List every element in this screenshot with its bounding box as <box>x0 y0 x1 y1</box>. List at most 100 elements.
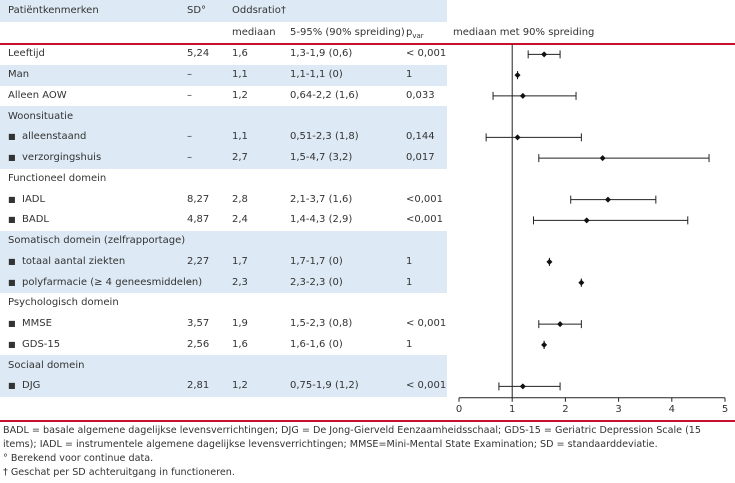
x-tick-label: 1 <box>509 404 515 415</box>
p-cell: 1 <box>406 69 413 81</box>
median-marker <box>546 258 553 265</box>
median-marker <box>514 134 521 141</box>
header-interval: 5-95% (90% spreiding) <box>290 27 405 38</box>
median-marker <box>578 279 585 286</box>
x-tick-label: 4 <box>669 404 675 415</box>
p-cell: 1 <box>406 276 413 288</box>
header-rule <box>0 43 735 45</box>
row-label: IADL <box>22 193 46 205</box>
median-marker <box>519 92 526 99</box>
row-label: alleenstaand <box>22 131 87 143</box>
row-bg <box>0 64 447 86</box>
row-bg <box>0 106 447 127</box>
median-cell: 1,6 <box>232 48 248 60</box>
bullet: ■ <box>8 132 16 142</box>
bullet: ■ <box>8 339 16 349</box>
p-cell: < 0,001 <box>406 318 447 330</box>
interval-cell: 1,4-4,3 (2,9) <box>290 214 353 226</box>
row-label: polyfarmacie (≥ 4 geneesmiddelen) <box>22 276 203 288</box>
row-bg <box>0 230 447 252</box>
x-tick-label: 3 <box>615 404 621 415</box>
bullet: ■ <box>8 277 16 287</box>
median-cell: 2,3 <box>232 276 248 288</box>
row-bg <box>0 355 447 376</box>
sd-cell: 3,57 <box>187 318 210 330</box>
x-tick-label: 2 <box>562 404 568 415</box>
median-marker <box>519 383 526 390</box>
footnote: † Geschat per SD achteruitgang in functi… <box>3 467 235 478</box>
header-bg <box>0 0 447 22</box>
row-bg <box>0 376 447 397</box>
median-cell: 1,6 <box>232 338 248 350</box>
median-marker <box>557 321 564 328</box>
sd-cell: 2,81 <box>187 380 210 392</box>
sd-cell: 8,27 <box>187 193 210 205</box>
p-cell: 0,033 <box>406 89 435 101</box>
bullet: ■ <box>8 256 16 266</box>
header-oddsratio: Oddsratio† <box>232 5 286 16</box>
p-cell: < 0,001 <box>406 380 447 392</box>
header-sd: SD° <box>187 5 207 16</box>
group-label: Woonsituatie <box>8 110 74 122</box>
interval-cell: 2,3-2,3 (0) <box>290 276 343 288</box>
interval-cell: 1,1-1,1 (0) <box>290 69 343 81</box>
interval-cell: 0,64-2,2 (1,6) <box>290 89 359 101</box>
sd-cell: 5,24 <box>187 48 210 60</box>
x-tick-label: 5 <box>722 404 728 415</box>
p-cell: 0,017 <box>406 152 435 164</box>
interval-cell: 1,5-2,3 (0,8) <box>290 318 353 330</box>
interval-cell: 0,51-2,3 (1,8) <box>290 131 359 143</box>
interval-cell: 1,5-4,7 (3,2) <box>290 152 353 164</box>
median-cell: 2,4 <box>232 214 248 226</box>
median-cell: 1,2 <box>232 89 248 101</box>
footnotes: BADL = basale algemene dagelijkse levens… <box>3 424 731 480</box>
group-label: Sociaal domein <box>8 359 85 371</box>
plot-title: mediaan met 90% spreiding <box>453 27 595 38</box>
sd-cell: 2,27 <box>187 255 210 267</box>
bullet: ■ <box>8 194 16 204</box>
median-cell: 1,1 <box>232 69 248 81</box>
median-marker <box>541 341 548 348</box>
group-label: Functioneel domein <box>8 172 107 184</box>
interval-cell: 1,3-1,9 (0,6) <box>290 48 353 60</box>
sd-cell: – <box>187 89 192 101</box>
p-main: p <box>406 27 413 38</box>
row-bg <box>0 251 447 273</box>
row-label: BADL <box>22 214 49 226</box>
p-cell: 0,144 <box>406 131 435 143</box>
sd-cell: – <box>187 69 192 81</box>
row-bg <box>0 147 447 169</box>
forest-plot: 0 1 2 3 4 5 <box>456 44 728 415</box>
header-p: pvar <box>406 26 424 43</box>
row-label: Leeftijd <box>8 48 45 60</box>
median-cell: 1,1 <box>232 131 248 143</box>
sd-cell: 2,56 <box>187 338 210 350</box>
p-cell: <0,001 <box>406 214 444 226</box>
row-bg <box>0 272 447 293</box>
interval-cell: 1,7-1,7 (0) <box>290 255 343 267</box>
median-cell: 2,8 <box>232 193 248 205</box>
bullet: ■ <box>8 153 16 163</box>
row-label: verzorgingshuis <box>22 152 102 164</box>
row-label: Man <box>8 69 30 81</box>
footnote: BADL = basale algemene dagelijkse levens… <box>3 425 702 450</box>
row-label: DJG <box>22 380 41 392</box>
median-marker <box>604 196 611 203</box>
row-label: GDS-15 <box>22 338 61 350</box>
sd-cell: – <box>187 152 192 164</box>
median-marker <box>514 72 521 79</box>
bullet: ■ <box>8 215 16 225</box>
median-cell: 1,2 <box>232 380 248 392</box>
p-cell: 1 <box>406 255 413 267</box>
median-cell: 1,9 <box>232 318 248 330</box>
header-characteristic: Patiëntkenmerken <box>8 5 99 16</box>
sd-cell: – <box>187 131 192 143</box>
sd-cell: – <box>187 276 192 288</box>
x-tick-label: 0 <box>456 404 462 415</box>
sd-cell: 4,87 <box>187 214 210 226</box>
group-label: Somatisch domein (zelfrapportage) <box>8 235 186 247</box>
p-cell: < 0,001 <box>406 48 447 60</box>
median-marker <box>599 155 606 162</box>
group-label: Psychologisch domein <box>8 297 119 309</box>
p-sub: var <box>412 32 424 40</box>
